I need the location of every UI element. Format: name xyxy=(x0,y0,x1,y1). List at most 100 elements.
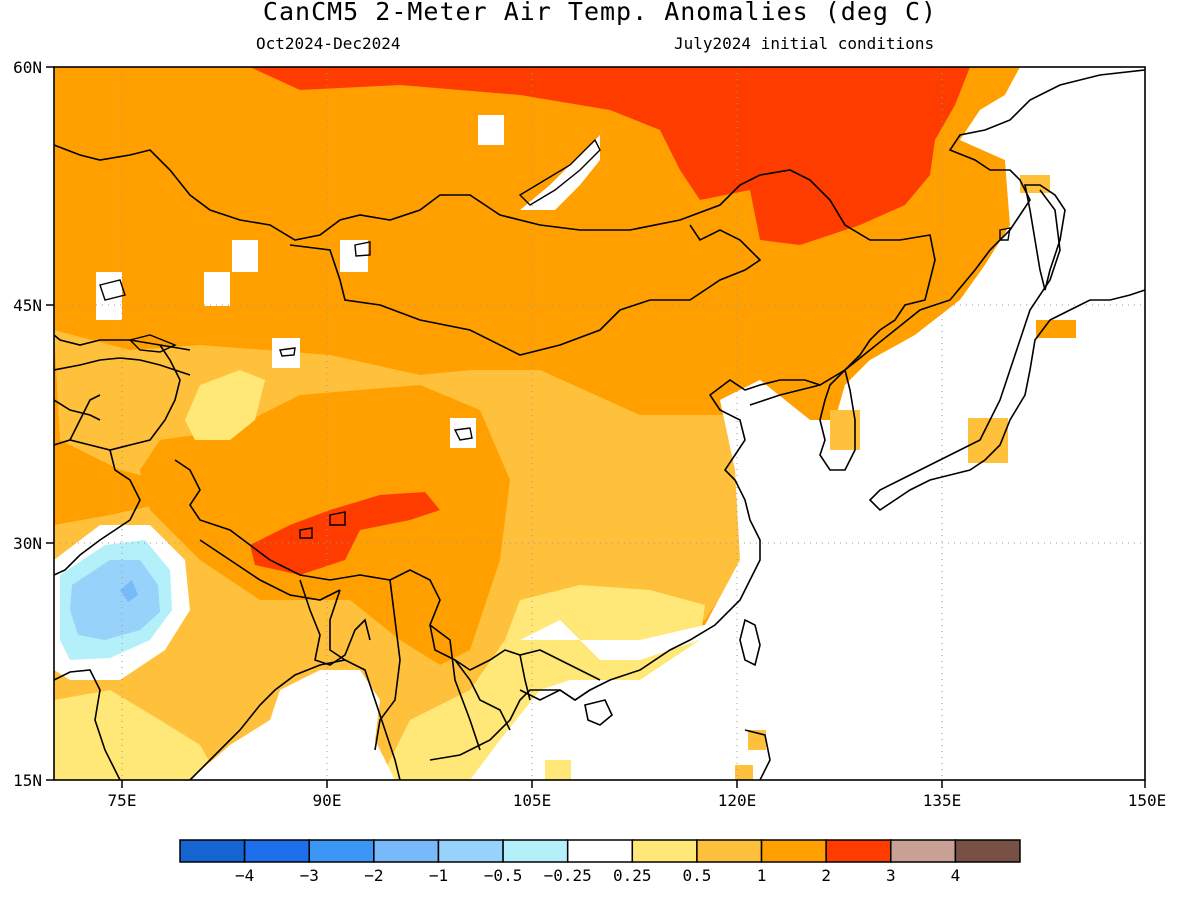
colorbar xyxy=(179,839,1021,863)
colorbar-bin xyxy=(502,839,569,863)
coastlines xyxy=(54,69,1145,780)
lat-tick-label: 60N xyxy=(13,58,42,77)
grid-lines xyxy=(54,67,1145,780)
coastline-india-west xyxy=(54,669,121,780)
lake-mongolia xyxy=(354,241,371,257)
forecast-period: Oct2024-Dec2024 xyxy=(256,34,401,53)
initial-conditions-label: July2024 initial conditions xyxy=(674,34,935,53)
anomaly-cell xyxy=(748,730,766,750)
lakes xyxy=(99,138,1011,539)
lon-tick-label: 90E xyxy=(313,791,342,810)
colorbar-labels: −4 −3 −2 −1 −0.5 −0.25 0.25 0.5 1 2 3 4 xyxy=(235,866,960,885)
colorbar-label: −2 xyxy=(364,866,383,885)
lon-tick-label: 150E xyxy=(1128,791,1167,810)
coastline-sakhalin xyxy=(1024,184,1066,291)
colorbar-bin xyxy=(890,839,957,863)
map-title: CanCM5 2-Meter Air Temp. Anomalies (deg … xyxy=(262,0,938,26)
colorbar-bin xyxy=(954,839,1021,863)
lake-tibet-1 xyxy=(329,511,346,526)
coastline-hainan xyxy=(584,699,613,726)
lake-qinghai xyxy=(453,427,473,441)
lat-tick-label: 45N xyxy=(13,296,42,315)
masked-cell xyxy=(478,115,504,145)
colorbar-label: −3 xyxy=(300,866,319,885)
masked-cell xyxy=(96,272,122,320)
colorbar-label: −4 xyxy=(235,866,254,885)
masked-cell xyxy=(450,418,476,448)
colorbar-label: 1 xyxy=(757,866,767,885)
coastline-taiwan xyxy=(739,618,761,667)
colorbar-label: −1 xyxy=(429,866,448,885)
border-laos-vietnam xyxy=(454,654,531,731)
colorbar-bin xyxy=(179,839,246,863)
colorbar-bin xyxy=(437,839,504,863)
lake-tibet-2 xyxy=(299,527,313,539)
border-india-east xyxy=(299,579,371,666)
border-myanmar xyxy=(329,579,481,751)
colorbar-label: 2 xyxy=(821,866,831,885)
anomaly-region-0.25-to-0.5-tarim xyxy=(185,370,265,440)
masked-cell xyxy=(272,338,300,368)
border-kazakh-kyrgyz xyxy=(54,357,191,376)
lake-northwest xyxy=(99,279,126,301)
border-china-south xyxy=(174,459,601,681)
lon-tick-label: 120E xyxy=(718,791,757,810)
border-nepal xyxy=(199,539,341,601)
colorbar-label: 0.25 xyxy=(613,866,652,885)
coastline-east-asia xyxy=(519,69,1145,701)
anomaly-region-0.25-to-0.5-south xyxy=(380,585,705,780)
border-mongolia xyxy=(289,224,762,356)
lake-baikal xyxy=(518,138,601,206)
lake-balkhash xyxy=(128,334,177,353)
colorbar-bin xyxy=(373,839,440,863)
coastline-indochina xyxy=(429,689,591,761)
anomaly-cell xyxy=(545,760,571,780)
border-india-pakistan xyxy=(54,449,141,576)
colorbar-label: 0.5 xyxy=(682,866,711,885)
colorbar-bin xyxy=(825,839,892,863)
masked-cell xyxy=(204,272,230,306)
anomaly-region-neg-0.5-to-neg-1 xyxy=(70,560,160,640)
border-russia-kazakhstan xyxy=(54,144,936,331)
colorbar-label: −0.5 xyxy=(484,866,523,885)
coastline-bay-of-bengal xyxy=(189,659,401,780)
anomaly-cell xyxy=(1020,175,1050,193)
lat-tick-label: 15N xyxy=(13,771,42,790)
lat-tick-label: 30N xyxy=(13,534,42,553)
border-korea-china xyxy=(749,384,821,406)
latitude-labels: 60N 45N 30N 15N xyxy=(13,58,42,790)
coastline-korea xyxy=(819,368,856,471)
colorbar-bin xyxy=(566,839,634,863)
border-china-west xyxy=(54,334,191,451)
lon-tick-label: 135E xyxy=(923,791,962,810)
anomaly-region-neg-1-to-neg-2 xyxy=(120,580,138,602)
colorbar-label: 4 xyxy=(951,866,961,885)
masked-lake-baikal xyxy=(520,135,600,210)
colorbar-label: 3 xyxy=(886,866,896,885)
map-frame xyxy=(53,66,1146,781)
colorbar-bin xyxy=(243,839,310,863)
anomaly-region-2-to-3-northeast xyxy=(250,67,970,245)
colorbar-label: −0.25 xyxy=(544,866,592,885)
colorbar-bin xyxy=(760,839,827,863)
colorbar-bin xyxy=(631,839,698,863)
colorbar-bin xyxy=(308,839,375,863)
anomaly-cell xyxy=(1036,320,1076,338)
border-central-asia xyxy=(54,394,101,441)
ocean-mask-south xyxy=(190,670,395,780)
coastline-philippines xyxy=(744,729,771,780)
anomaly-region-2-to-3-tibet xyxy=(250,492,440,575)
lon-tick-label: 105E xyxy=(513,791,552,810)
coastline-japan xyxy=(868,189,1145,512)
longitude-labels: 75E 90E 105E 120E 135E 150E xyxy=(108,791,1167,810)
anomaly-field xyxy=(54,67,1145,780)
anomaly-cell xyxy=(735,765,753,780)
colorbar-bin xyxy=(696,839,763,863)
lake-issyk-kul xyxy=(279,347,296,357)
masked-cell xyxy=(232,240,258,272)
lake-khanka xyxy=(999,227,1011,241)
lon-tick-label: 75E xyxy=(108,791,137,810)
border-china-russia-amur xyxy=(844,329,881,371)
tick-marks xyxy=(46,66,1146,788)
